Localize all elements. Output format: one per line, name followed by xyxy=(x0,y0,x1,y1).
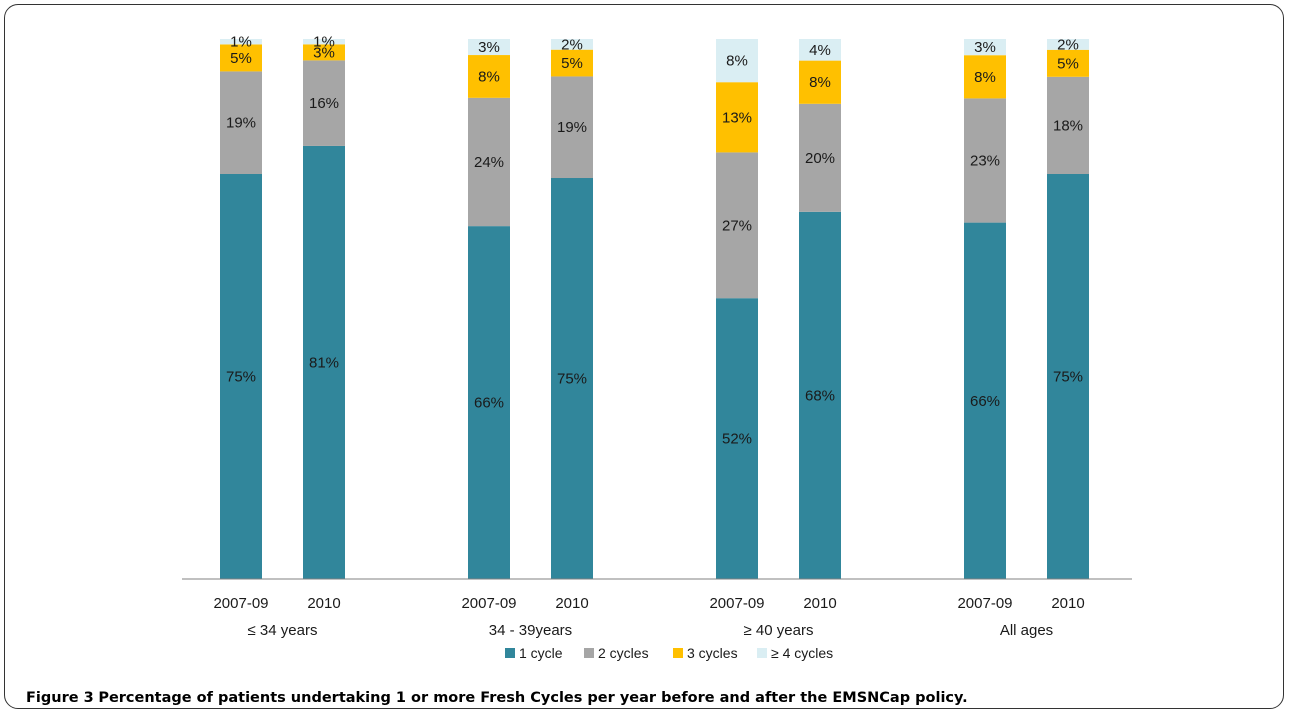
stacked-bar-chart: 75%19%5%1%81%16%3%1%66%24%8%3%75%19%5%2%… xyxy=(182,34,1132,661)
bar-segment-2 xyxy=(220,71,262,174)
bar-segment-4 xyxy=(1047,39,1089,50)
bar-segment-4 xyxy=(551,39,593,50)
bar-segment-1 xyxy=(799,211,841,580)
data-label: 8% xyxy=(478,68,500,85)
legend-label: 3 cycles xyxy=(687,645,738,661)
data-label: 3% xyxy=(313,44,335,61)
bar-segment-2 xyxy=(303,60,345,146)
data-label: 8% xyxy=(809,74,831,91)
bar-segment-1 xyxy=(220,174,262,579)
x-tick-label: 2010 xyxy=(307,595,340,612)
x-tick-label: 2007-09 xyxy=(213,595,268,612)
data-label: 68% xyxy=(805,387,835,404)
data-label: 81% xyxy=(309,354,339,371)
bar-segment-4 xyxy=(220,39,262,45)
bar-segment-1 xyxy=(1047,174,1089,579)
data-label: 75% xyxy=(557,371,587,388)
data-label: 19% xyxy=(557,119,587,136)
data-label: 5% xyxy=(230,50,252,67)
data-label: 16% xyxy=(309,95,339,112)
data-label: 3% xyxy=(478,39,500,56)
x-tick-label: 2007-09 xyxy=(461,595,516,612)
bar-segment-4 xyxy=(799,39,841,61)
bar-segment-1 xyxy=(551,178,593,580)
figure-frame: 75% 19% 5% 1% 81% 16% 3% 1% 66% 24% 8% 3% 75% 19% 5% 2%… xyxy=(4,4,1284,709)
x-tick-label: 2010 xyxy=(803,595,836,612)
data-label: 1% xyxy=(230,34,252,51)
group-label: ≥ 40 years xyxy=(744,622,814,639)
bar-segment-3 xyxy=(303,44,345,61)
bar-segment-1 xyxy=(716,298,758,579)
figure-caption: Figure 3 Percentage of patients undertak… xyxy=(26,690,968,706)
bar-segment-3 xyxy=(1047,49,1089,77)
bar-segment-4 xyxy=(716,39,758,83)
x-tick-label: 2010 xyxy=(1051,595,1084,612)
data-label: 24% xyxy=(474,154,504,171)
data-label: 66% xyxy=(474,395,504,412)
bar-segment-2 xyxy=(1047,76,1089,174)
bar-segment-4 xyxy=(468,39,510,56)
data-label: 66% xyxy=(970,393,1000,410)
bar-segment-2 xyxy=(716,152,758,299)
bar-segment-2 xyxy=(799,103,841,212)
data-label: 23% xyxy=(970,153,1000,170)
x-tick-labels: 2007-09 2010 2007-09 2010 2007-09 2010 2007-09… xyxy=(213,595,1084,612)
data-label: 1% xyxy=(313,34,335,51)
x-tick-label: 2010 xyxy=(555,595,588,612)
legend-label: ≥ 4 cycles xyxy=(771,645,833,661)
bar-segment-3 xyxy=(716,82,758,153)
data-label: 4% xyxy=(809,42,831,59)
legend-swatch xyxy=(673,648,683,658)
data-label: 52% xyxy=(722,431,752,448)
bar-segment-4 xyxy=(964,39,1006,56)
data-label: 20% xyxy=(805,150,835,167)
data-label: 2% xyxy=(561,36,583,53)
data-label: 8% xyxy=(726,53,748,70)
legend-swatch xyxy=(757,648,767,658)
caption-text: Percentage of patients undertaking 1 or … xyxy=(98,690,968,706)
data-label: 2% xyxy=(1057,36,1079,53)
group-label: All ages xyxy=(1000,622,1053,639)
bar-segment-2 xyxy=(468,97,510,227)
bar-segment-2 xyxy=(964,98,1006,223)
data-label: 75% xyxy=(1053,369,1083,386)
legend-swatch xyxy=(505,648,515,658)
legend-label: 1 cycle xyxy=(519,645,563,661)
bar-segment-3 xyxy=(220,44,262,72)
data-label: 13% xyxy=(722,109,752,126)
bar-segment-3 xyxy=(551,49,593,77)
bar-segment-4 xyxy=(303,39,345,45)
data-label: 8% xyxy=(974,69,996,86)
caption-label: Figure 3 xyxy=(26,690,94,706)
bar-segment-3 xyxy=(468,55,510,98)
x-tick-label: 2007-09 xyxy=(957,595,1012,612)
data-label: 3% xyxy=(974,39,996,56)
bar-segment-3 xyxy=(799,60,841,104)
x-tick-label: 2007-09 xyxy=(709,595,764,612)
legend-swatch xyxy=(584,648,594,658)
data-label: 5% xyxy=(561,55,583,72)
legend-label: 2 cycles xyxy=(598,645,649,661)
bar-segment-1 xyxy=(964,222,1006,579)
bar-segment-3 xyxy=(964,55,1006,99)
bars-layer: 75%19%5%1%81%16%3%1%66%24%8%3%75%19%5%2%… xyxy=(220,34,1089,580)
legend: 1 cycle 2 cycles 3 cycles ≥ 4 cycles xyxy=(505,645,833,661)
bar-segment-1 xyxy=(468,226,510,579)
data-label: 18% xyxy=(1053,117,1083,134)
bar-segment-2 xyxy=(551,76,593,179)
group-labels: ≤ 34 years 34 - 39years ≥ 40 years All ages xyxy=(248,622,1054,639)
data-label: 27% xyxy=(722,217,752,234)
group-label: 34 - 39years xyxy=(489,622,572,639)
data-label: 19% xyxy=(226,115,256,132)
group-label: ≤ 34 years xyxy=(248,622,318,639)
data-label: 75% xyxy=(226,369,256,386)
bar-segment-1 xyxy=(303,145,345,579)
data-label: 5% xyxy=(1057,55,1079,72)
